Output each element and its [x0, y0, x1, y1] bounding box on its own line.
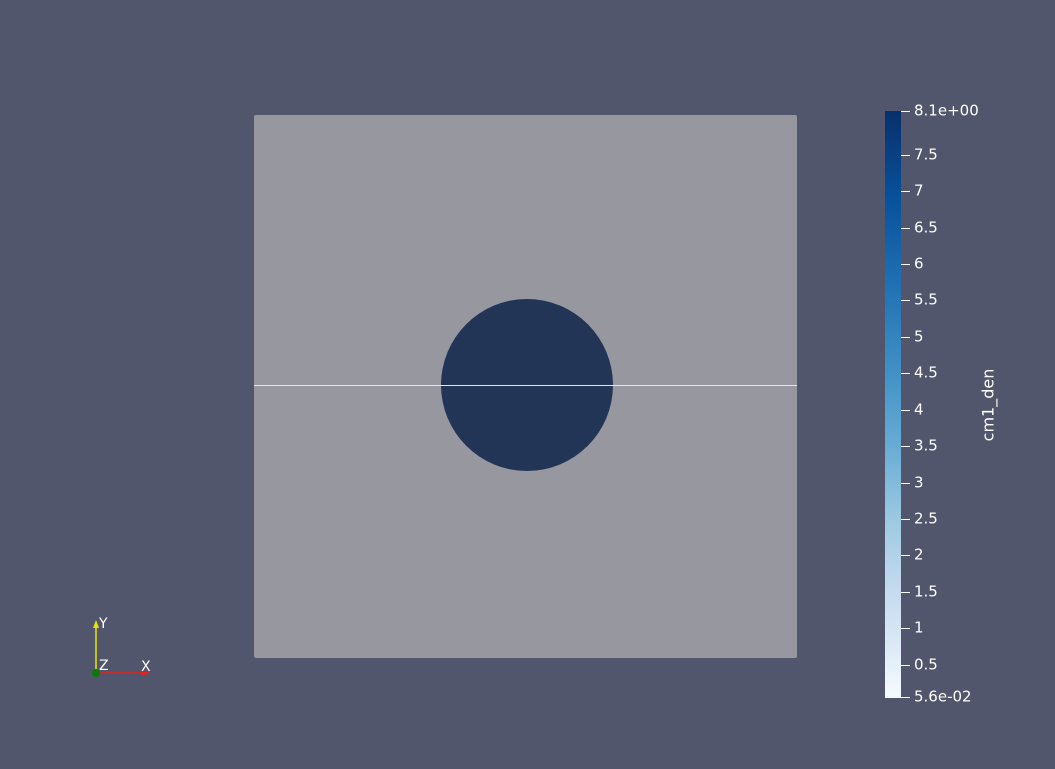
- colorbar-tick-label: 3: [914, 473, 924, 492]
- colorbar-tick: [901, 628, 910, 630]
- colorbar-tick-label: 5: [914, 327, 924, 346]
- colorbar-tick-label: 6.5: [914, 218, 938, 237]
- x-axis-arrow: [142, 670, 150, 676]
- colorbar-tick-label: 1.5: [914, 582, 938, 601]
- colorbar-tick-label: 6: [914, 254, 924, 273]
- colorbar-tick: [901, 300, 910, 302]
- colorbar-tick-label: 3.5: [914, 436, 938, 455]
- colorbar-tick-label: 0.5: [914, 655, 938, 674]
- colorbar-tick-label: 2: [914, 545, 924, 564]
- colorbar-tick: [901, 446, 910, 448]
- colorbar-tick-label: 4: [914, 400, 924, 419]
- colorbar-tick-label: 7.5: [914, 145, 938, 164]
- y-axis-arrow: [93, 620, 99, 628]
- colorbar-tick-label: 4.5: [914, 363, 938, 382]
- x-axis-label: X: [141, 659, 151, 675]
- colorbar-title: cm1_den: [978, 368, 998, 442]
- colorbar-tick: [901, 482, 910, 484]
- colorbar-tick: [901, 227, 910, 229]
- colorbar-tick: [901, 373, 910, 375]
- colorbar-tick-label: 1: [914, 618, 924, 637]
- colorbar-tick: [901, 336, 910, 338]
- orientation-axes-svg: [92, 620, 150, 677]
- z-axis-label: Z: [99, 658, 109, 674]
- colorbar-tick: [901, 154, 910, 156]
- slice-line: [254, 385, 797, 386]
- colorbar-tick: [901, 518, 910, 520]
- y-axis-label: Y: [99, 616, 108, 632]
- colorbar-tick: [901, 555, 910, 557]
- colorbar-tick-label: 8.1e+00: [914, 101, 979, 120]
- colorbar-tick-label: 5.6e-02: [914, 687, 972, 706]
- colorbar-tick: [901, 263, 910, 265]
- colorbar-tick: [901, 409, 910, 411]
- colorbar-tick-label: 7: [914, 181, 924, 200]
- colorbar: [885, 111, 901, 698]
- colorbar-tick-label: 2.5: [914, 509, 938, 528]
- z-axis-dot: [92, 669, 100, 677]
- colorbar-tick-label: 5.5: [914, 290, 938, 309]
- colorbar-tick: [901, 697, 910, 698]
- colorbar-tick: [901, 664, 910, 666]
- colorbar-tick: [901, 191, 910, 193]
- colorbar-tick: [901, 111, 910, 112]
- colorbar-tick: [901, 591, 910, 593]
- orientation-axes: Y Z X: [80, 612, 160, 687]
